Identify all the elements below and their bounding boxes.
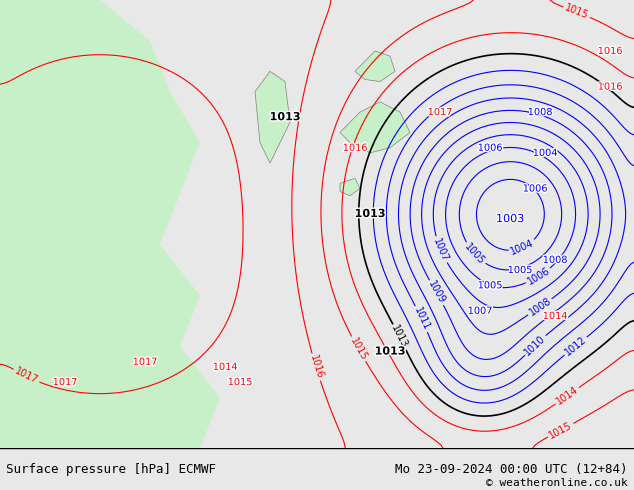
Text: 1005: 1005 [508, 265, 533, 275]
Text: 1008: 1008 [543, 255, 567, 265]
Text: 1015: 1015 [563, 3, 590, 21]
Text: 1015: 1015 [348, 336, 369, 362]
Text: 1013: 1013 [354, 209, 385, 219]
Text: 1013: 1013 [269, 112, 301, 122]
Text: 1004: 1004 [509, 238, 536, 257]
Text: 1006: 1006 [478, 143, 502, 153]
Polygon shape [0, 0, 220, 448]
Text: 1016: 1016 [598, 82, 622, 92]
Text: 1013: 1013 [389, 324, 410, 350]
Polygon shape [355, 51, 395, 81]
Text: 1014: 1014 [543, 311, 567, 321]
Text: © weatheronline.co.uk: © weatheronline.co.uk [486, 478, 628, 488]
Text: 1014: 1014 [554, 385, 580, 407]
Text: 1015: 1015 [548, 420, 574, 441]
Text: 1007: 1007 [431, 237, 450, 263]
Text: 1011: 1011 [412, 306, 431, 332]
Text: 1008: 1008 [527, 107, 552, 117]
Text: 1016: 1016 [598, 46, 622, 56]
Text: 1005: 1005 [477, 280, 502, 290]
Text: 1010: 1010 [523, 333, 548, 357]
Text: 1004: 1004 [533, 148, 557, 158]
Text: 1015: 1015 [228, 377, 252, 387]
Text: 1017: 1017 [428, 107, 452, 117]
Text: 1009: 1009 [426, 280, 447, 306]
Text: 1016: 1016 [307, 354, 325, 380]
Polygon shape [255, 72, 290, 163]
Text: 1007: 1007 [468, 306, 493, 316]
Text: 1017: 1017 [13, 366, 39, 386]
Text: 1003: 1003 [496, 214, 524, 224]
Text: 1006: 1006 [526, 266, 552, 287]
Text: 1008: 1008 [527, 296, 553, 318]
Polygon shape [340, 102, 410, 153]
Polygon shape [340, 178, 360, 196]
Text: 1005: 1005 [463, 242, 487, 267]
Text: 1017: 1017 [133, 357, 157, 367]
Text: 1016: 1016 [343, 143, 367, 153]
Text: 1006: 1006 [523, 184, 547, 194]
Text: 1014: 1014 [213, 362, 237, 372]
Text: 1012: 1012 [563, 335, 588, 358]
Text: 1017: 1017 [53, 377, 77, 387]
Text: Surface pressure [hPa] ECMWF: Surface pressure [hPa] ECMWF [6, 463, 216, 476]
Text: Mo 23-09-2024 00:00 UTC (12+84): Mo 23-09-2024 00:00 UTC (12+84) [395, 463, 628, 476]
Text: 1013: 1013 [375, 346, 405, 357]
